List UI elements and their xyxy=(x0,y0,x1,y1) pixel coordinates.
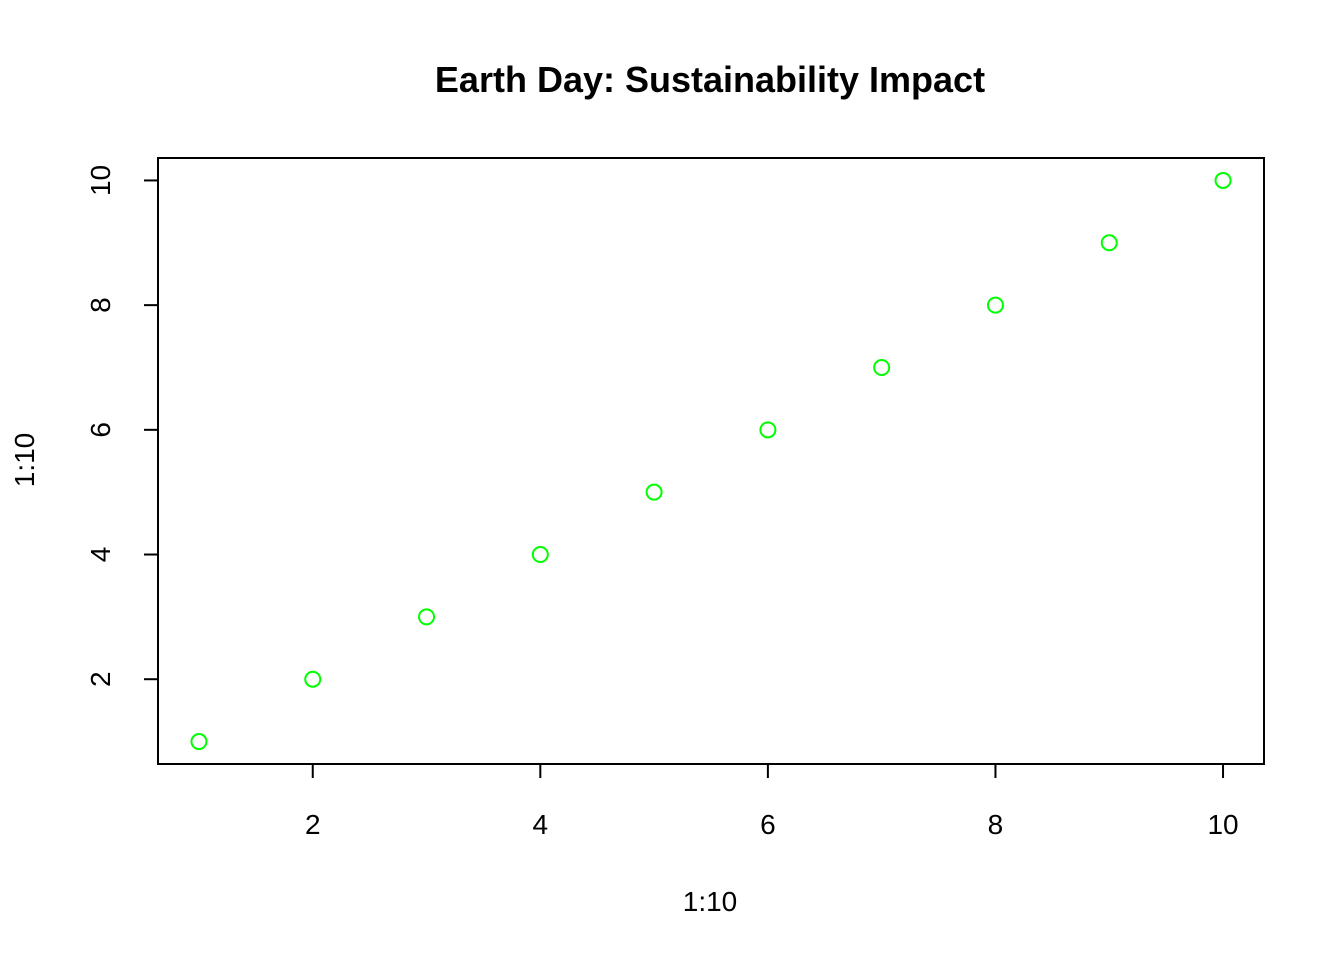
data-point xyxy=(418,608,436,626)
data-point xyxy=(304,670,322,688)
data-points xyxy=(190,171,1232,751)
chart-title: Earth Day: Sustainability Impact xyxy=(435,59,985,100)
plot-area-frame xyxy=(157,157,1265,765)
y-axis: 2 4 6 8 10 xyxy=(85,165,159,687)
data-point xyxy=(759,421,777,439)
x-tick-label: 4 xyxy=(533,809,549,840)
y-tick-label: 6 xyxy=(85,422,116,438)
x-tick-label: 10 xyxy=(1207,809,1238,840)
data-point xyxy=(190,733,208,751)
x-tick-label: 6 xyxy=(760,809,776,840)
data-point xyxy=(873,358,891,376)
x-axis-label: 1:10 xyxy=(683,886,738,917)
data-point xyxy=(986,296,1004,314)
y-tick-label: 8 xyxy=(85,297,116,313)
y-tick-label: 2 xyxy=(85,671,116,687)
x-axis: 2 4 6 8 10 xyxy=(305,763,1239,840)
y-tick-label: 10 xyxy=(85,165,116,196)
data-point xyxy=(531,546,549,564)
data-point xyxy=(1214,171,1232,189)
x-tick-label: 8 xyxy=(988,809,1004,840)
y-tick-label: 4 xyxy=(85,547,116,563)
y-axis-label: 1:10 xyxy=(9,433,40,488)
x-tick-label: 2 xyxy=(305,809,321,840)
data-point xyxy=(1100,234,1118,252)
data-point xyxy=(645,483,663,501)
